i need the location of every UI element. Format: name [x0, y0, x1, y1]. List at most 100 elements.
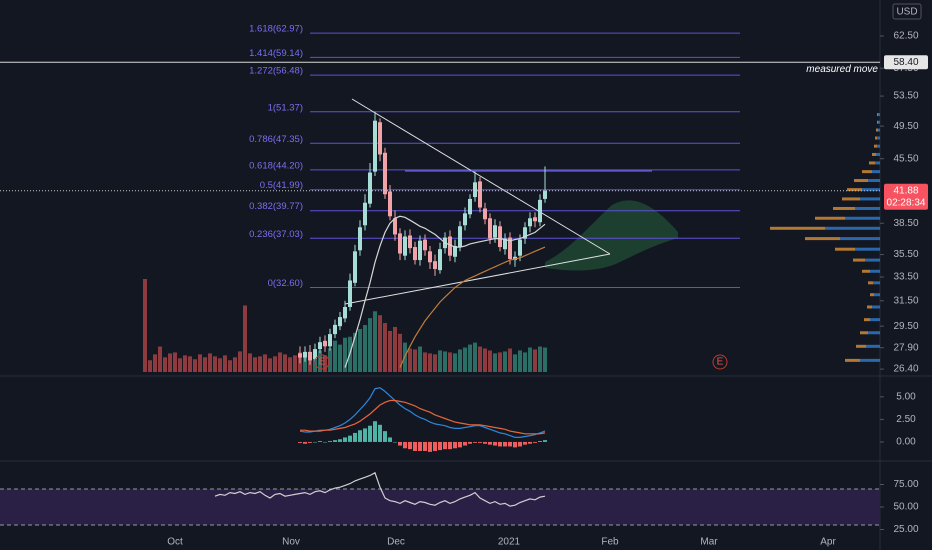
candle-body [318, 342, 322, 350]
volume-bar [273, 356, 277, 372]
macd-histogram-bar [373, 421, 377, 442]
volume-bar [188, 356, 192, 372]
candle-body [528, 218, 532, 227]
volume-bar [533, 349, 537, 372]
y-tick-label: 35.50 [893, 249, 918, 260]
fib-label: 1(51.37) [268, 102, 303, 113]
volume-bar [543, 347, 547, 372]
volume-bar [398, 333, 402, 372]
volume-bar [433, 354, 437, 372]
x-tick-label: Oct [167, 537, 183, 548]
ma-slow-line [399, 246, 546, 368]
earnings-marker[interactable] [712, 354, 728, 370]
fib-label: 0(32.60) [268, 278, 303, 289]
volume-bar [238, 351, 242, 372]
candle-body [403, 236, 407, 256]
trendline [351, 98, 611, 255]
candle-body [518, 239, 522, 256]
macd-histogram-bar [328, 441, 332, 442]
x-tick-label: Nov [282, 537, 300, 548]
profile-down [877, 120, 878, 124]
candle-body [348, 280, 352, 307]
macd-histogram-bar [378, 424, 382, 442]
candle-body [333, 324, 337, 335]
candle-body [478, 181, 482, 208]
macd-histogram-bar [488, 441, 492, 445]
macd-histogram-bar [308, 441, 312, 443]
volume-bar [423, 352, 427, 372]
volume-bar [413, 349, 417, 372]
profile-up [855, 206, 880, 210]
volume-bar [343, 337, 347, 372]
profile-down [876, 128, 878, 132]
volume-bar [358, 328, 362, 372]
volume-bar [448, 352, 452, 372]
candle-body [328, 334, 332, 347]
measured-move-text: measured move [806, 64, 878, 75]
candle-body [338, 317, 342, 327]
volume-bar [408, 348, 412, 372]
last-price-label: 41.88 [893, 185, 918, 196]
macd-histogram-bar [393, 441, 397, 443]
earnings-marker[interactable] [314, 354, 330, 370]
macd-histogram-bar [363, 428, 367, 442]
last-price-box [884, 183, 928, 210]
y-tick-label: 31.50 [893, 295, 918, 306]
y-tick-label: 75.00 [893, 479, 918, 490]
x-tick-label: Apr [820, 537, 836, 548]
volume-bar [283, 354, 287, 372]
macd-histogram-bar [323, 441, 327, 443]
macd-histogram-bar [413, 441, 417, 451]
profile-up [877, 136, 880, 140]
currency-box[interactable] [892, 3, 922, 20]
measured-move-box [884, 55, 928, 70]
candle-body [343, 306, 347, 319]
macd-histogram-bar [408, 441, 412, 450]
fib-group: 1.618(62.97) 1.414(59.14) 1.272(56.48) 1(51… [249, 24, 740, 289]
profile-down [815, 216, 845, 220]
profile-up [872, 170, 880, 174]
y-tick-label: 38.50 [893, 218, 918, 229]
volume-bar [218, 358, 222, 372]
currency[interactable]: USD [896, 7, 917, 18]
volume-bar [233, 357, 237, 372]
volume-bar [528, 347, 532, 372]
profile-down [875, 136, 877, 140]
volume-bar [338, 344, 342, 372]
candle-body [373, 120, 377, 172]
volume-bar [288, 357, 292, 372]
earnings-label[interactable]: E [717, 357, 724, 368]
macd-histogram-bar [483, 441, 487, 444]
profile-up [868, 331, 880, 335]
profile-up [865, 258, 880, 262]
macd-histogram-bar [333, 440, 337, 442]
y-tick-label: 53.50 [893, 91, 918, 102]
profile-up [876, 152, 880, 156]
profile-down [870, 293, 874, 297]
candle-body [308, 351, 312, 361]
macd-histogram-bar [528, 441, 532, 444]
volume-bar [228, 360, 232, 372]
macd-histogram-bar [478, 441, 482, 443]
cloud [545, 200, 678, 271]
earnings-label[interactable]: E [319, 357, 326, 368]
x-tick-label: Mar [700, 537, 718, 548]
volume-profile [770, 113, 880, 362]
macd-histogram-bar [313, 441, 317, 443]
candle-body [503, 238, 507, 250]
candle-body [428, 251, 432, 263]
volume-bar [378, 315, 382, 372]
macd-line [299, 387, 546, 438]
fib-label: 1.272(56.48) [249, 66, 303, 77]
candle-body [393, 218, 397, 235]
volume-bar [443, 351, 447, 372]
macd-histogram-bar [443, 441, 447, 450]
volume-bar [303, 354, 307, 372]
volume-bar [523, 352, 527, 372]
macd-histogram-bar [523, 441, 527, 445]
volume-bar [173, 352, 177, 372]
volume-bar [393, 326, 397, 372]
profile-down [854, 179, 868, 183]
profile-down [862, 170, 872, 174]
